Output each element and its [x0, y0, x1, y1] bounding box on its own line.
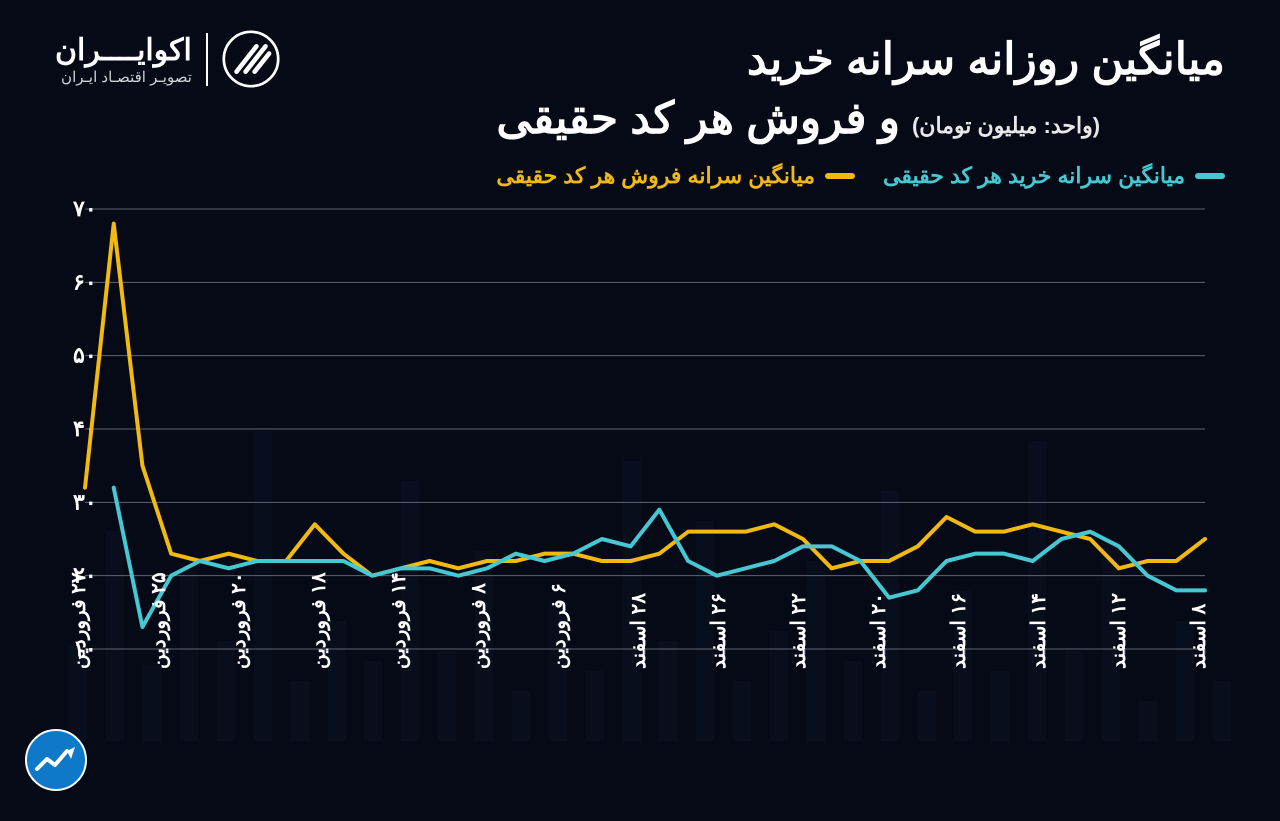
- svg-text:۱۲ اسفند: ۱۲ اسفند: [1108, 593, 1130, 669]
- legend-sell: میانگین سرانه فروش هر کد حقیقی: [496, 163, 855, 189]
- legend-sell-label: میانگین سرانه فروش هر کد حقیقی: [496, 163, 815, 189]
- chart-badge-icon: [25, 729, 87, 796]
- svg-text:۲۰ اسفند: ۲۰ اسفند: [868, 593, 890, 669]
- legend-buy-label: میانگین سرانه خرید هر کد حقیقی: [883, 163, 1185, 189]
- unit-label: (واحد: میلیون تومان): [912, 113, 1100, 139]
- legend-buy-chip: [1195, 173, 1225, 179]
- svg-text:۲۷ فروردین: ۲۷ فروردین: [68, 572, 91, 669]
- line-chart: ۱۰۲۰۳۰۴۰۵۰۶۰۷۰۸ اسفند۱۲ اسفند۱۴ اسفند۱۶ …: [65, 199, 1225, 779]
- svg-text:۳۰: ۳۰: [73, 489, 97, 514]
- title-line1: میانگین روزانه سرانه خرید: [496, 30, 1225, 89]
- svg-text:۱۸ فروردین: ۱۸ فروردین: [308, 572, 331, 669]
- legend-sell-chip: [825, 173, 855, 179]
- svg-text:۸ اسفند: ۸ اسفند: [1188, 603, 1210, 669]
- legend: میانگین سرانه خرید هر کد حقیقی میانگین س…: [496, 163, 1225, 189]
- svg-text:۲۶ اسفند: ۲۶ اسفند: [708, 593, 730, 669]
- svg-text:۵۰: ۵۰: [73, 342, 97, 367]
- brand-tagline: تصویـر اقتصـاد ایـران: [55, 68, 192, 86]
- brand-name: اکوایــــران: [55, 33, 192, 68]
- brand: اکوایــــران تصویـر اقتصـاد ایـران: [55, 30, 280, 88]
- header: میانگین روزانه سرانه خرید (واحد: میلیون …: [0, 0, 1280, 189]
- svg-text:۱۴ فروردین: ۱۴ فروردین: [388, 572, 411, 669]
- svg-text:۸ فروردین: ۸ فروردین: [468, 583, 491, 669]
- title-line2: و فروش هر کد حقیقی: [496, 89, 900, 148]
- brand-logo-icon: [222, 30, 280, 88]
- svg-text:۲۸ اسفند: ۲۸ اسفند: [628, 593, 650, 669]
- title-block: میانگین روزانه سرانه خرید (واحد: میلیون …: [496, 30, 1225, 189]
- svg-text:۲۵ فروردین: ۲۵ فروردین: [148, 572, 171, 669]
- chart-container: ۱۰۲۰۳۰۴۰۵۰۶۰۷۰۸ اسفند۱۲ اسفند۱۴ اسفند۱۶ …: [0, 189, 1280, 779]
- svg-text:۶۰: ۶۰: [73, 269, 97, 294]
- svg-text:۷۰: ۷۰: [72, 199, 97, 221]
- svg-text:۱۶ اسفند: ۱۶ اسفند: [948, 593, 970, 669]
- legend-buy: میانگین سرانه خرید هر کد حقیقی: [883, 163, 1225, 189]
- svg-text:۱۴ اسفند: ۱۴ اسفند: [1028, 593, 1050, 669]
- svg-text:۶ فروردین: ۶ فروردین: [548, 583, 571, 669]
- svg-text:۲۰ فروردین: ۲۰ فروردین: [228, 572, 251, 669]
- svg-text:۲۲ اسفند: ۲۲ اسفند: [788, 593, 810, 669]
